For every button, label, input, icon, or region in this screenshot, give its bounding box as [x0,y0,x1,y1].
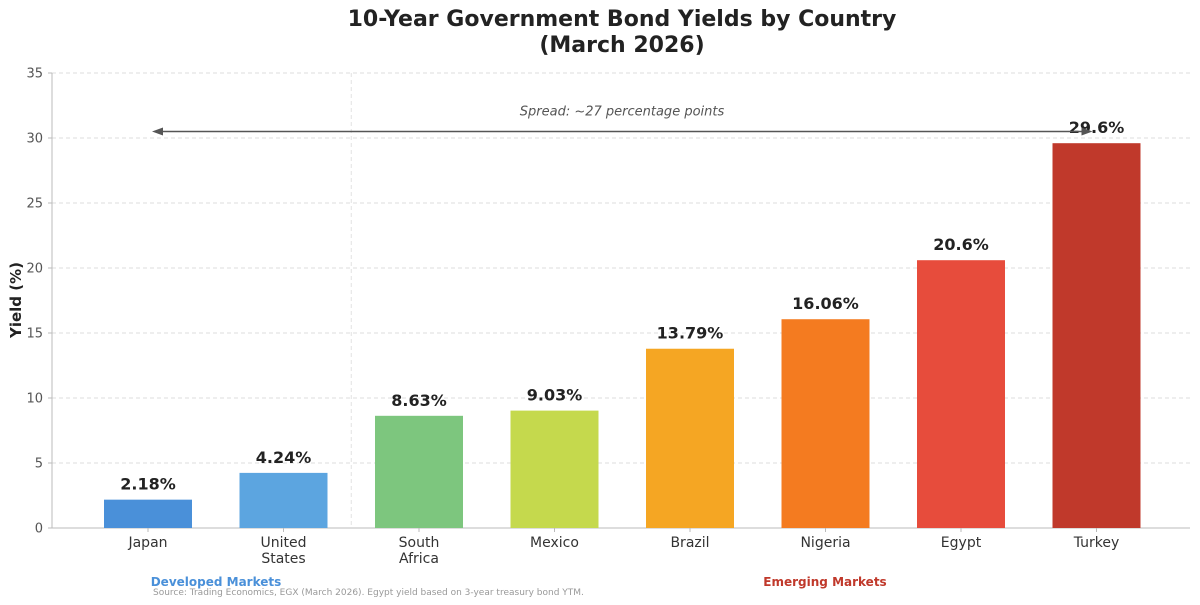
bar-value-label: 13.79% [657,324,724,343]
bar [781,319,870,528]
spread-arrowhead-right [1081,127,1093,136]
x-tick-label: Egypt [941,535,982,551]
chart-subtitle: (March 2026) [539,33,704,58]
bar [646,348,734,528]
y-tick-label: 5 [35,457,43,472]
y-tick-label: 35 [26,67,43,82]
bar-value-label: 16.06% [792,294,859,313]
y-axis-title: Yield (%) [7,262,25,339]
bar-value-label: 20.6% [933,235,989,254]
bar [239,472,328,528]
emerging-markets-label: Emerging Markets [763,575,886,589]
bar-value-label: 29.6% [1069,118,1125,137]
spread-annotation: Spread: ~27 percentage points [152,105,1093,136]
bars [104,143,1141,528]
bar-value-label: 8.63% [391,391,447,410]
y-tick-label: 30 [26,132,43,147]
y-tick-label: 10 [26,392,43,407]
developed-markets-label: Developed Markets [151,575,282,589]
x-tick-label: Brazil [670,535,709,551]
y-tick-label: 20 [26,262,43,277]
y-tick-label: 25 [26,197,43,212]
bar-value-label: 2.18% [120,475,176,494]
bar [917,260,1005,528]
grid-lines [51,72,1190,528]
y-tick-label: 0 [35,522,43,537]
x-tick-label: Africa [399,551,439,567]
x-tick-label: Nigeria [800,535,850,551]
x-tick-label: Turkey [1073,535,1120,551]
bar [510,410,599,528]
x-tick-label: United [261,535,307,551]
spread-arrowhead-left [152,127,163,136]
y-tick-label: 15 [26,327,43,342]
x-tick-label: Mexico [530,535,579,551]
source-note: Source: Trading Economics, EGX (March 20… [153,588,584,598]
chart-title: 10-Year Government Bond Yields by Countr… [348,7,897,32]
bar [375,415,463,528]
spread-annotation-text: Spread: ~27 percentage points [520,105,725,120]
x-tick-label: States [261,551,305,567]
bar-value-label: 4.24% [256,448,312,467]
value-labels: 2.18% 4.24% 8.63% 9.03% 13.79% 16.06% 20.6% 29.… [120,118,1124,493]
bar [104,499,192,528]
x-tick-label: South [399,535,440,551]
bar-value-label: 9.03% [527,386,583,405]
bar [1052,143,1141,528]
x-tick-label: Japan [127,535,167,551]
